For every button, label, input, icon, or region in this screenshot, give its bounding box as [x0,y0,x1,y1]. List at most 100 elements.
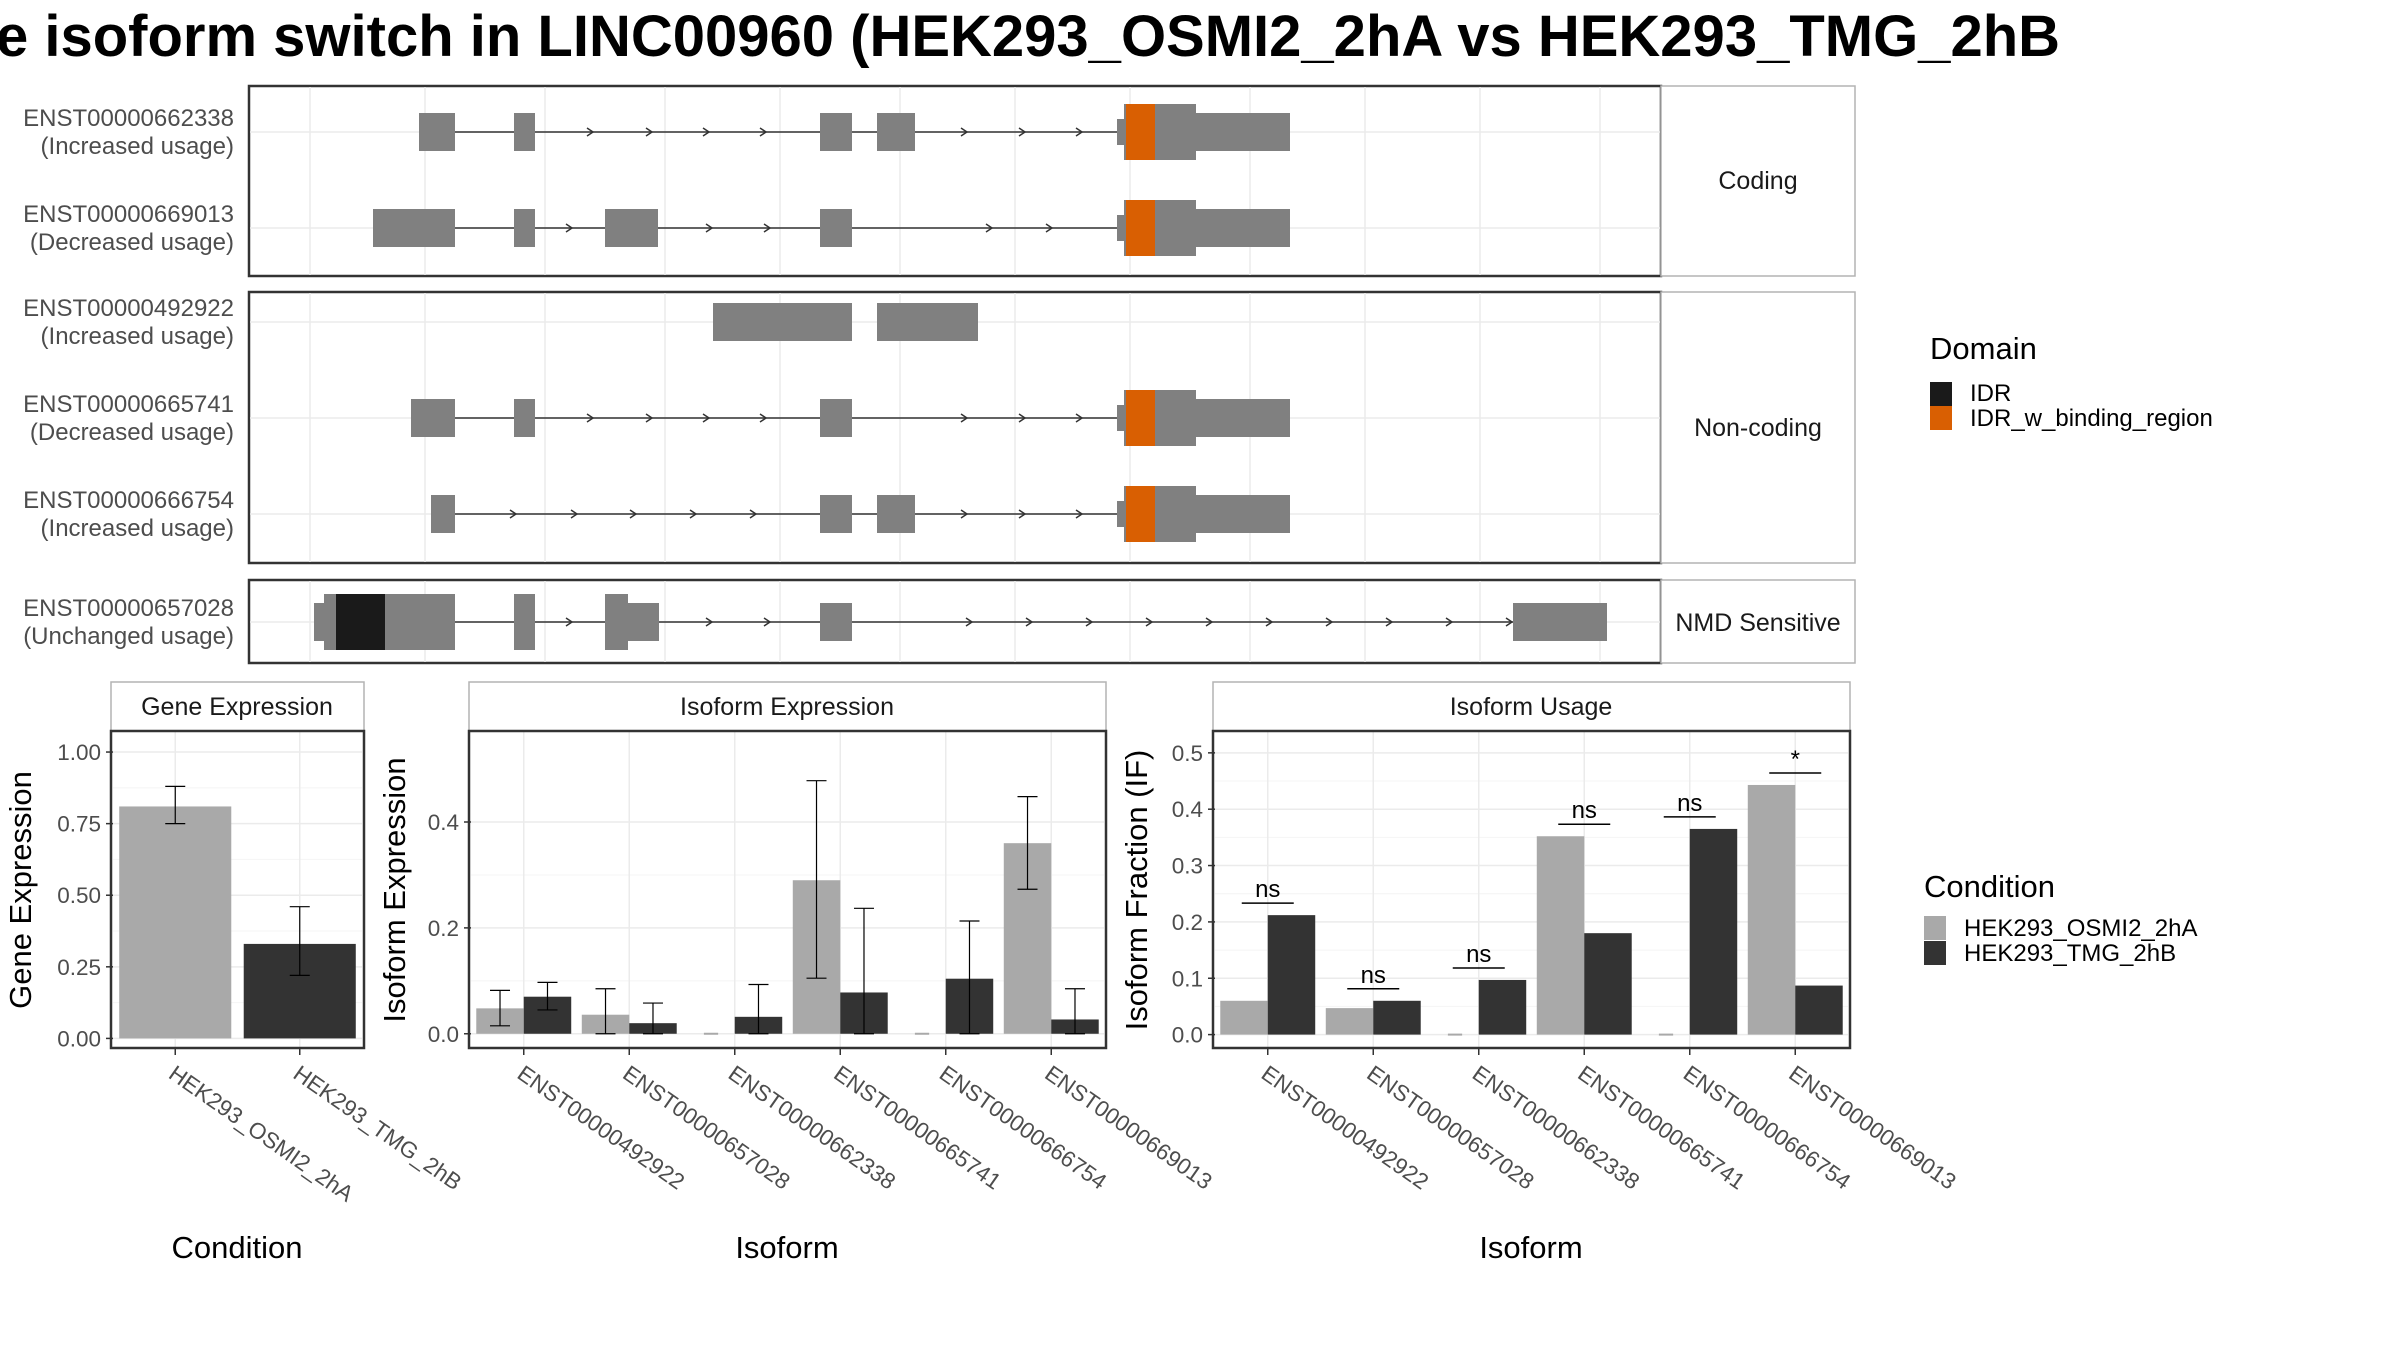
direction-arrow [960,509,969,519]
domain-legend: Domain IDR IDR_w_binding_region [1930,331,2213,432]
direction-arrow [1505,617,1514,627]
y-tick-label: 0.4 [1172,797,1203,822]
exon [820,495,852,533]
exon [1117,215,1124,241]
direction-arrow [1325,617,1334,627]
panel-nmd-sensitive: NMD Sensitive ENST00000657028 (Unchanged… [23,578,1856,665]
exon [877,113,915,151]
exon [419,113,455,151]
y-tick-label: 0.5 [1172,741,1203,766]
panel-label-non-coding: Non-coding [1694,414,1822,442]
bar [1536,836,1585,1035]
y-tick-label: 0.50 [57,883,101,908]
exon [1196,399,1290,437]
transcript-ENST00000666754 [431,486,1290,542]
domain-IDR_w_binding_region [1126,486,1155,542]
direction-arrow [1018,413,1027,423]
plot-background [1215,732,1848,1047]
y-tick-label: 0.3 [1172,854,1203,879]
exon [514,594,535,650]
direction-arrow [749,509,758,519]
x-tick-label: ENST00000669013 [1784,1061,1960,1195]
exon [431,495,455,533]
panel-label-nmd-sensitive: NMD Sensitive [1675,609,1840,637]
direction-arrow [1018,509,1027,519]
direction-arrow [565,223,574,233]
exon [713,303,852,341]
exon [1117,119,1124,145]
direction-arrow [1205,617,1214,627]
exon [314,603,324,641]
direction-arrow [509,509,518,519]
transcript-ENST00000669013 [373,200,1290,256]
isoform-label: ENST00000657028 [23,595,234,622]
usage-label: (Unchanged usage) [23,623,234,650]
structure-panels: Coding ENST00000662338 (Increased usage)… [23,84,1856,665]
direction-arrow [565,617,574,627]
panel-title: Isoform Usage [1450,693,1613,721]
isoform-label: ENST00000665741 [23,391,234,418]
bar [1584,933,1632,1035]
x-axis-title: Isoform [735,1230,838,1265]
gene-expression-chart: Gene Expression 0.000.250.500.751.00HEK2… [3,681,466,1265]
transcript-ENST00000492922 [713,303,978,341]
direction-arrow [570,509,579,519]
panel-title: Gene Expression [141,693,333,721]
significance-label: ns [1572,797,1597,824]
bar [1267,915,1316,1035]
usage-label: (Increased usage) [41,515,234,542]
exon [411,399,455,437]
direction-arrow [629,509,638,519]
significance-label: ns [1361,962,1386,989]
legend-swatch-IDR-binding [1930,406,1952,430]
exon [820,399,852,437]
usage-label: (Decreased usage) [30,229,234,256]
direction-arrow [965,617,974,627]
x-axis-title: Condition [172,1230,303,1265]
isoform-label: ENST00000666754 [23,487,234,514]
y-axis-title: Gene Expression [3,771,38,1009]
legend-label-tmg: HEK293_TMG_2hB [1964,940,2176,967]
significance-label: ns [1677,790,1702,817]
y-tick-label: 0.2 [1172,910,1203,935]
significance-label: ns [1466,941,1491,968]
bar [1373,1000,1421,1035]
usage-label: (Decreased usage) [30,419,234,446]
transcript-ENST00000657028 [314,594,1607,650]
exon [628,603,659,641]
isoform-label: ENST00000662338 [23,105,234,132]
domain-IDR_w_binding_region [1126,104,1155,160]
x-axis-title: Isoform [1479,1230,1582,1265]
usage-label: (Increased usage) [41,323,234,350]
plot-background [471,732,1104,1047]
legend-swatch-IDR [1930,382,1952,406]
exon [514,399,535,437]
panel-coding: Coding ENST00000662338 (Increased usage)… [23,84,1856,278]
direction-arrow [1018,127,1027,137]
exon [877,303,978,341]
exon [1117,405,1124,431]
direction-arrow [586,127,595,137]
direction-arrow [1045,223,1054,233]
domain-IDR_w_binding_region [1126,200,1155,256]
direction-arrow [759,413,768,423]
exon [820,603,852,641]
direction-arrow [1385,617,1394,627]
significance-label: * [1791,746,1800,773]
exon [373,209,455,247]
exon [605,209,658,247]
direction-arrow [705,223,714,233]
direction-arrow [763,617,772,627]
domain-IDR_w_binding_region [1126,390,1155,446]
direction-arrow [960,413,969,423]
bar [1220,1000,1268,1035]
exon [514,209,535,247]
exon [1513,603,1607,641]
isoform-usage-chart: Isoform Usage 0.0 0.1 0.2 0.3 0.4 0.5 ENST0000… [1119,681,1961,1265]
direction-arrow [689,509,698,519]
x-tick-label: ENST00000669013 [1040,1061,1216,1195]
exon [514,113,535,151]
direction-arrow [1445,617,1454,627]
isoform-expression-chart: Isoform Expression 0.00.20.4ENST00000492… [377,681,1217,1265]
direction-arrow [1075,509,1084,519]
